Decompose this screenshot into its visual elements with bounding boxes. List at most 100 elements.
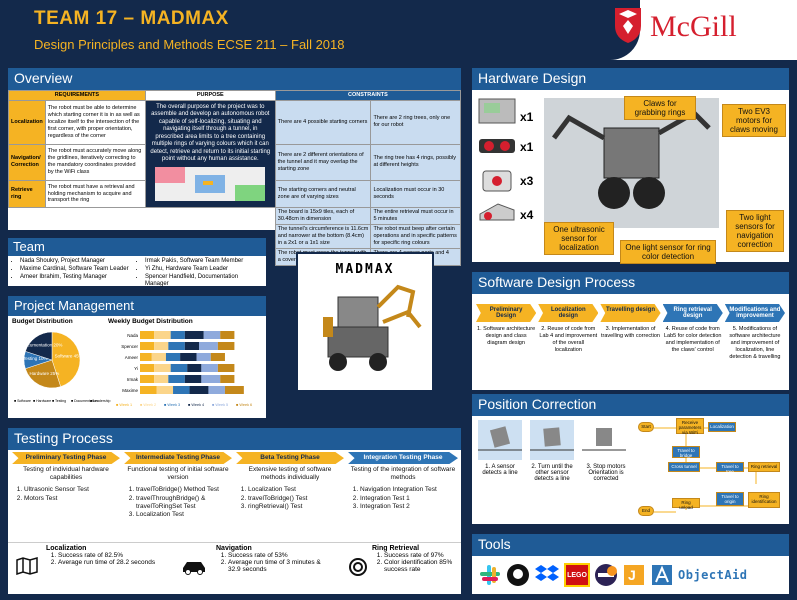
overview-panel: Overview REQUIREMENTS PURPOSE CONSTRAINT… (6, 66, 463, 266)
bar-legend-item: ■ Week 5 (212, 403, 228, 407)
madmax-logo-text: MADMAX (335, 262, 395, 277)
stage-item: Localization Test (136, 511, 232, 519)
software-stage: Localization design (538, 304, 599, 322)
pie-slice (51, 331, 81, 387)
bar-segment (165, 353, 181, 361)
bar-category-label: Ameer (125, 355, 139, 360)
software-step: 4. Reuse of code from Lab5 for color det… (663, 326, 722, 353)
pie-label: Software 45% (55, 353, 83, 358)
flow-ring-identification: Ring identification (748, 492, 780, 508)
bar-legend-item: ■ Week 2 (140, 403, 156, 407)
flow-start: Start (638, 422, 654, 432)
car-icon (183, 562, 205, 575)
stage-title: Preliminary Testing Phase (12, 452, 120, 465)
bar-segment (140, 386, 157, 394)
pie-label: Testing 10% (23, 356, 48, 361)
result-item: Average run time of 28.2 seconds (58, 559, 156, 566)
slack-icon (480, 565, 500, 585)
team-member: Spencer Handfield, Documentation Manager (145, 274, 262, 290)
poster-title: TEAM 17 – MADMAX (34, 8, 229, 29)
constraint-cell: Localization must occur in 30 seconds (370, 179, 461, 209)
project-management-panel: Project Management Budget Distribution S… (6, 294, 268, 420)
team-member: Ameer Ibrahim, Testing Manager (20, 274, 137, 282)
constraint-cell: The starting corners and neutral zone ar… (274, 179, 372, 209)
count-label: x1 (520, 140, 534, 154)
pie-legend-item: ■ Documentation (71, 399, 98, 403)
testing-stage: Intermediate Testing Phase Functional te… (124, 452, 232, 519)
count-label: x4 (520, 208, 534, 222)
bar-segment (140, 364, 155, 372)
team-members: Nada Shoukry, Project Manager Maxime Car… (8, 256, 266, 291)
req-label-navigation: Navigation/ Correction (8, 143, 46, 181)
flow-end: End (638, 506, 654, 516)
bar-segment (168, 375, 185, 383)
software-stage: Preliminary Design (476, 304, 537, 322)
map-icon (16, 557, 38, 575)
bar-segment (224, 386, 244, 394)
stage-item: Motors Test (24, 495, 120, 503)
bar-legend-item: ■ Week 1 (116, 403, 132, 407)
bar-segment (208, 386, 225, 394)
bar-segment (180, 353, 197, 361)
flow-receive: Receive parameters via WiFi (676, 418, 704, 435)
constraints-header: CONSTRAINTS (274, 90, 462, 101)
weekly-chart-title: Weekly Budget Distribution (108, 318, 193, 325)
stage-desc: Testing of the integration of software m… (350, 466, 456, 482)
pie-legend-item: ■ Testing (52, 399, 66, 403)
bar-segment (210, 353, 225, 361)
constraint-cell: The board is 15x9 tiles, each of 30.48cm… (274, 207, 372, 226)
req-text-localization: The robot must be able to determine whic… (44, 99, 146, 145)
testing-stage: Preliminary Testing Phase Testing of ind… (12, 452, 120, 503)
stage-item: ringRetrieval() Test (248, 503, 344, 511)
bar-segment (170, 331, 185, 339)
correction-step-image (582, 420, 626, 460)
bar-segment (217, 342, 235, 350)
result-item: Average run time of 3 minutes & 32.9 sec… (228, 559, 326, 573)
flow-travel-tree: Travel to tree (716, 462, 744, 474)
callout-ev3-motors: Two EV3 motors for claws moving (722, 104, 786, 137)
constraint-cell: There are 4 possible starting corners (274, 99, 372, 145)
bar-segment (154, 342, 169, 350)
bar-category-label: Spencer (121, 344, 138, 349)
software-panel: Software Design Process Preliminary Desi… (470, 270, 791, 392)
software-step: 5. Modifications of software architectur… (729, 326, 781, 360)
bar-legend-item: ■ Week 3 (164, 403, 180, 407)
lego-logo: LEGO (564, 563, 590, 587)
bar-segment (168, 342, 185, 350)
playing-field-image (155, 166, 266, 201)
flow-travel-bridge: Travel to bridge (672, 446, 700, 458)
purpose-cell: The overall purpose of the project was t… (144, 99, 276, 209)
correction-step: 3. Stop motors Orientation is corrected (586, 464, 626, 482)
tools-panel: Tools LEGO J ObjectAid (470, 532, 791, 596)
robot-render-image (323, 284, 422, 371)
stage-item: travelThroughBridge() & travelToRingSet … (136, 495, 232, 511)
bar-category-label: Yi (134, 366, 138, 371)
position-title: Position Correction (472, 394, 789, 416)
stage-item: Navigation Integration Test (360, 486, 458, 494)
tools-title: Tools (472, 534, 789, 556)
software-stage: Ring retrieval design (662, 304, 723, 322)
bar-legend-item: ■ Week 6 (236, 403, 252, 407)
pie-label: Documentation 20% (22, 342, 63, 347)
bar-category-label: Nada (127, 333, 138, 338)
correction-step-image (530, 420, 574, 460)
pie-slice (25, 359, 61, 389)
stage-desc: Extensive testing of software methods in… (248, 466, 332, 482)
results-row: Localization Success rate of 82.5%Averag… (8, 542, 461, 594)
pie-legend-item: ■ Leadership (90, 399, 110, 403)
software-step: 1. Software architecture design and clas… (477, 326, 536, 346)
bar-segment (220, 375, 235, 383)
ev3-brick-image (478, 98, 516, 124)
bar-segment (156, 386, 174, 394)
bar-segment (154, 364, 171, 372)
bar-segment (154, 331, 171, 339)
bar-segment (184, 375, 202, 383)
correction-step: 2. Turn until the other sensor detects a… (531, 464, 573, 482)
eclipse-icon (595, 564, 617, 586)
pie-legend-item: ■ Hardware (33, 399, 51, 403)
pie-legend-item: ■ Software (14, 399, 31, 403)
software-stages: Preliminary Design Localization design T… (472, 294, 789, 326)
req-label-retrieve: Retrieve ring (8, 179, 46, 209)
bar-segment (173, 386, 190, 394)
bar-segment (199, 342, 218, 350)
